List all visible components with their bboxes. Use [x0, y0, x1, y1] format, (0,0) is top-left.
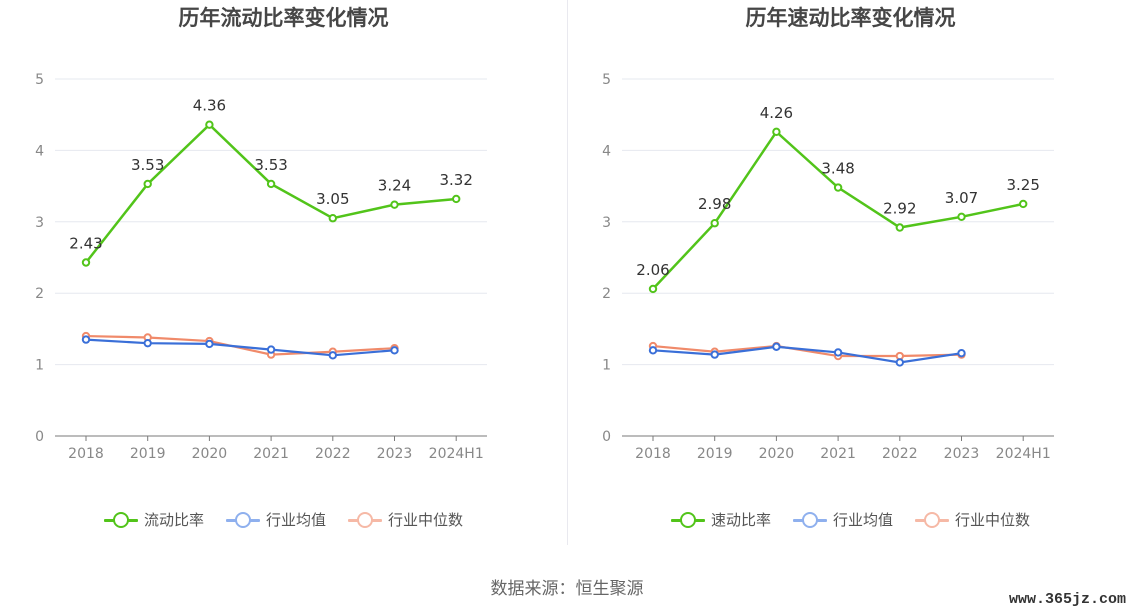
x-tick-label: 2022: [315, 446, 351, 462]
legend-item[interactable]: 行业均值: [792, 509, 893, 530]
x-tick-label: 2024H1: [996, 446, 1051, 462]
legend-item[interactable]: 行业均值: [225, 509, 326, 530]
y-tick-label: 1: [602, 358, 611, 374]
data-point[interactable]: [328, 214, 337, 223]
series-line-1: [85, 338, 395, 357]
legend-label: 行业中位数: [955, 511, 1031, 529]
data-point[interactable]: [772, 127, 781, 137]
data-label: 3.07: [945, 189, 978, 207]
data-point[interactable]: [895, 223, 904, 232]
chart-title: 历年速动比率变化情况: [745, 6, 956, 30]
x-tick-label: 2022: [882, 446, 918, 462]
x-tick-label: 2020: [759, 446, 795, 462]
y-tick-label: 2: [35, 286, 44, 302]
chart-title: 历年流动比率变化情况: [178, 6, 389, 30]
legend-label: 行业中位数: [388, 511, 464, 529]
data-point[interactable]: [957, 212, 966, 222]
y-tick-label: 3: [602, 215, 611, 231]
data-point[interactable]: [266, 345, 276, 354]
x-tick-label: 2018: [635, 446, 671, 462]
series-line-2: [85, 334, 395, 356]
y-tick-label: 5: [35, 72, 44, 88]
chart-legend: 速动比率 行业均值 行业中位数: [567, 509, 1134, 530]
data-label: 3.32: [439, 171, 472, 189]
x-tick-label: 2019: [130, 446, 166, 462]
data-point[interactable]: [1019, 199, 1028, 209]
data-point[interactable]: [833, 348, 843, 357]
data-label: 2.92: [883, 200, 916, 218]
data-label: 2.06: [636, 261, 669, 279]
y-tick-label: 0: [602, 429, 611, 445]
data-label: 3.53: [131, 156, 164, 174]
y-tick-label: 5: [602, 72, 611, 88]
legend-label: 行业均值: [265, 511, 326, 529]
data-point[interactable]: [895, 358, 904, 367]
legend-label: 速动比率: [710, 511, 771, 529]
legend-item[interactable]: 速动比率: [670, 509, 771, 530]
legend-marker-icon: [670, 511, 705, 529]
legend-label: 流动比率: [143, 511, 204, 529]
data-point[interactable]: [710, 219, 719, 228]
y-tick-label: 4: [602, 143, 611, 159]
legend-marker-icon: [348, 511, 382, 529]
x-tick-label: 2021: [820, 446, 856, 462]
watermark: www.365jz.com: [1008, 591, 1126, 608]
data-label: 3.48: [821, 160, 854, 178]
x-tick-label: 2023: [377, 446, 413, 462]
data-point[interactable]: [205, 339, 214, 349]
data-label: 2.43: [69, 234, 102, 252]
data-source-label: 数据来源：恒生聚源: [490, 579, 644, 599]
data-point[interactable]: [452, 194, 461, 204]
data-label: 2.98: [698, 195, 731, 213]
y-tick-label: 4: [35, 143, 44, 159]
legend-marker-icon: [792, 511, 827, 529]
panel-divider: [567, 0, 568, 545]
chart-plot-current-ratio: 0 1 2 3 4 5 2018 2019 2020 2021 2022 2023 2024H1 2.43…: [35, 72, 487, 462]
x-tick-label: 2024H1: [429, 446, 484, 462]
chart-plot-quick-ratio: 0 1 2 3 4 5 2018 2019 2020 2021 2022 2023 2024H1 2.06…: [602, 72, 1054, 462]
data-point[interactable]: [143, 179, 152, 189]
legend-marker-icon: [915, 511, 949, 529]
chart-panel-current-ratio: 历年流动比率变化情况 0 1 2 3 4 5 2018 2019 2020 2021 2022 202…: [0, 6, 567, 530]
data-point[interactable]: [648, 284, 658, 294]
legend-label: 行业均值: [832, 511, 893, 529]
data-label: 3.53: [254, 156, 287, 174]
data-point[interactable]: [833, 183, 843, 192]
y-tick-label: 3: [35, 215, 44, 231]
legend-item[interactable]: 行业中位数: [915, 509, 1030, 530]
legend-item[interactable]: 流动比率: [103, 509, 204, 530]
data-point[interactable]: [772, 342, 781, 351]
data-point[interactable]: [81, 335, 91, 344]
y-tick-label: 0: [35, 429, 44, 445]
data-point[interactable]: [81, 258, 91, 267]
x-tick-label: 2021: [253, 446, 289, 462]
data-point[interactable]: [390, 346, 399, 355]
legend-item[interactable]: 行业中位数: [348, 509, 463, 530]
data-label: 3.05: [316, 190, 349, 208]
x-tick-label: 2023: [944, 446, 980, 462]
data-point[interactable]: [328, 351, 337, 360]
series-line-1: [652, 345, 962, 364]
data-point[interactable]: [205, 120, 214, 129]
data-point[interactable]: [710, 350, 719, 359]
legend-marker-icon: [225, 511, 260, 529]
data-point[interactable]: [648, 346, 658, 355]
chart-legend: 流动比率 行业均值 行业中位数: [0, 509, 567, 530]
data-point[interactable]: [266, 179, 276, 189]
data-label: 4.26: [760, 104, 793, 122]
data-label: 3.25: [1006, 176, 1039, 194]
y-tick-label: 2: [602, 286, 611, 302]
x-tick-label: 2020: [192, 446, 228, 462]
x-tick-label: 2019: [697, 446, 733, 462]
data-label: 4.36: [193, 97, 226, 115]
x-tick-label: 2018: [68, 446, 104, 462]
data-point[interactable]: [390, 200, 399, 209]
y-tick-label: 1: [35, 358, 44, 374]
legend-marker-icon: [103, 511, 138, 529]
data-point[interactable]: [957, 348, 966, 358]
data-label: 3.24: [378, 177, 411, 195]
chart-panel-quick-ratio: 历年速动比率变化情况 0 1 2 3 4 5 2018 2019 2020 2021 2022 202…: [567, 0, 1134, 612]
series-line-2: [652, 344, 962, 358]
data-point[interactable]: [143, 338, 152, 348]
